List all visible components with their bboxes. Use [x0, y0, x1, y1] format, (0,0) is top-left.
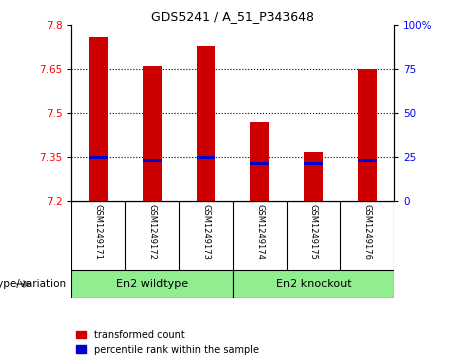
Bar — [196, 46, 215, 201]
Text: GSM1249175: GSM1249175 — [309, 204, 318, 260]
Bar — [250, 162, 269, 165]
Legend: transformed count, percentile rank within the sample: transformed count, percentile rank withi… — [77, 330, 259, 355]
Bar — [304, 162, 323, 165]
Bar — [89, 37, 108, 201]
Text: GSM1249172: GSM1249172 — [148, 204, 157, 260]
Text: GSM1249171: GSM1249171 — [94, 204, 103, 260]
Text: genotype/variation: genotype/variation — [0, 279, 67, 289]
Bar — [304, 152, 323, 201]
Bar — [89, 156, 108, 159]
Text: GSM1249174: GSM1249174 — [255, 204, 264, 260]
Text: En2 wildtype: En2 wildtype — [116, 279, 188, 289]
Text: En2 knockout: En2 knockout — [276, 279, 351, 289]
Bar — [358, 69, 377, 201]
Bar — [143, 66, 161, 201]
Bar — [143, 159, 161, 162]
Bar — [250, 122, 269, 201]
Text: GSM1249173: GSM1249173 — [201, 204, 210, 260]
Title: GDS5241 / A_51_P343648: GDS5241 / A_51_P343648 — [151, 10, 314, 23]
Bar — [196, 156, 215, 159]
Text: GSM1249176: GSM1249176 — [363, 204, 372, 260]
FancyBboxPatch shape — [71, 270, 233, 298]
FancyBboxPatch shape — [233, 270, 394, 298]
Bar — [358, 159, 377, 162]
